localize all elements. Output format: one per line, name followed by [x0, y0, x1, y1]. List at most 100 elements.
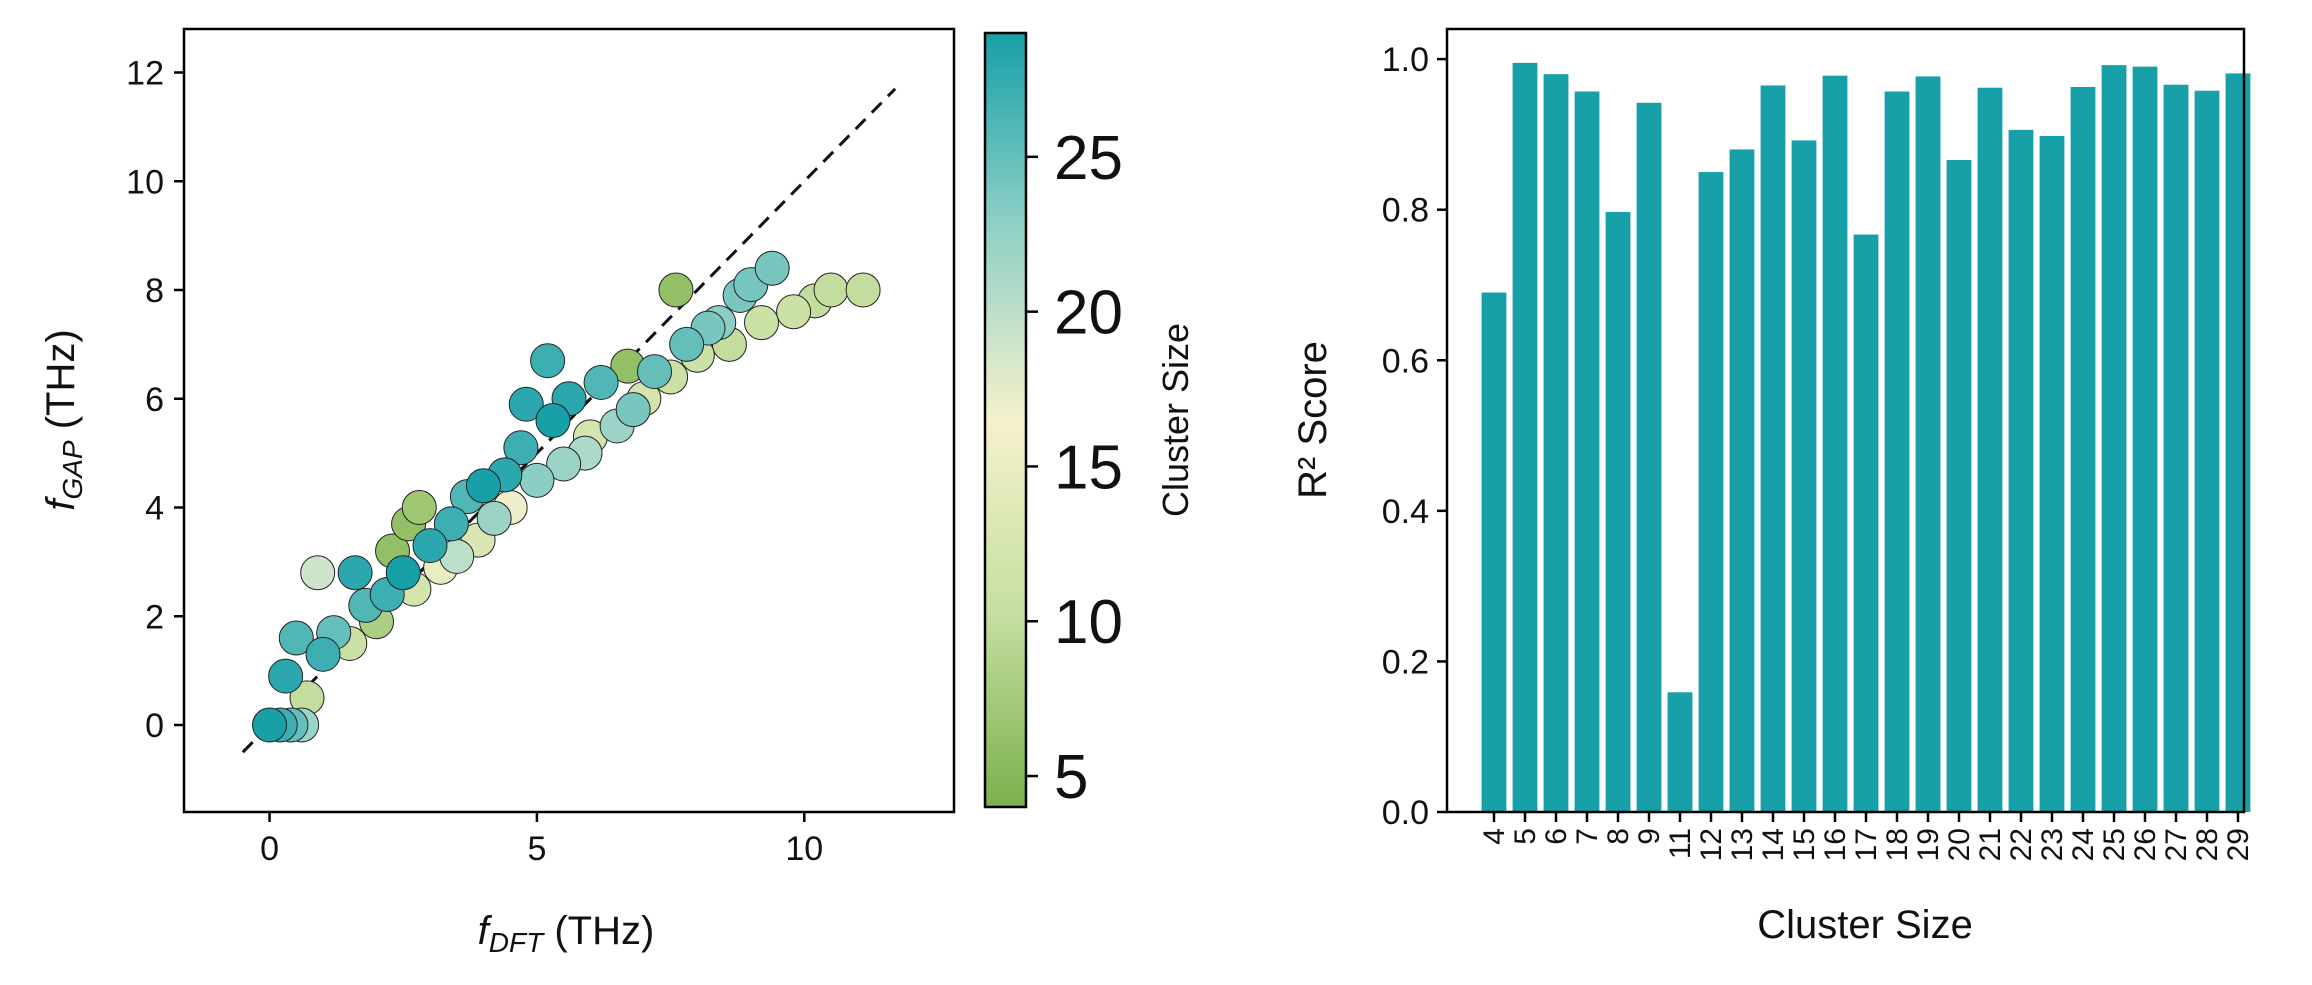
scatter-y-ticks: 0 2 4 6 8 10 12 — [126, 55, 184, 745]
scatter-point — [845, 272, 881, 308]
bar — [1760, 85, 1786, 812]
scatter-x-ticks: 0 5 10 — [260, 812, 823, 868]
bar — [1574, 91, 1600, 812]
scatter-y-tick-label: 6 — [145, 381, 164, 419]
bar — [1791, 140, 1817, 812]
colorbar-tick-label: 20 — [1054, 279, 1123, 348]
scatter-point — [268, 658, 304, 694]
colorbar-tick-label: 15 — [1054, 433, 1123, 502]
bar-x-tick-label: 25 — [2098, 828, 2131, 861]
scatter-point — [508, 386, 544, 422]
bar-x-tick-label: 12 — [1695, 828, 1728, 861]
bar-x-tick-label: 14 — [1757, 828, 1790, 861]
bars — [1481, 62, 2251, 813]
bar-x-tick-label: 7 — [1571, 828, 1604, 845]
bar — [1636, 102, 1662, 812]
bar — [1481, 292, 1507, 812]
scatter-point — [300, 555, 336, 591]
scatter-point — [535, 403, 571, 438]
bar — [2132, 66, 2158, 813]
bar-x-tick-label: 22 — [2005, 828, 2038, 861]
bar-x-tick-label: 26 — [2129, 828, 2162, 861]
scatter-y-tick-label: 2 — [145, 598, 164, 636]
scatter-point — [546, 446, 582, 482]
scatter-point — [252, 707, 288, 743]
bar-axes-frame — [1445, 27, 2246, 814]
bar-x-tick-label: 18 — [1881, 828, 1914, 861]
colorbar-gradient — [985, 33, 1026, 807]
scatter-y-tick-label: 10 — [126, 163, 164, 201]
colorbar-frame — [983, 31, 1028, 809]
bar-x-tick-label: 21 — [1974, 828, 2007, 861]
bar-x-ticks: 4567891112131415161718192021222324252627… — [1478, 812, 2255, 861]
bar — [2039, 135, 2065, 813]
bar-y-axis-label: R² Score — [1291, 341, 1335, 499]
scatter-point — [465, 468, 501, 504]
bar-chart: 0.00.20.40.60.81.0 456789111213141516171… — [1291, 27, 2255, 947]
scatter-point — [530, 343, 566, 379]
scatter-x-axis-label: fDFT (THz) — [478, 909, 655, 958]
bar-x-tick-label: 17 — [1850, 828, 1883, 861]
scatter-axes-frame — [182, 27, 956, 814]
bar — [1698, 172, 1724, 812]
bar-y-tick-label: 0.0 — [1382, 794, 1429, 832]
scatter-y-tick-label: 8 — [145, 272, 164, 310]
colorbar-tick-label: 10 — [1054, 588, 1123, 657]
bar-x-axis-label: Cluster Size — [1757, 903, 1973, 947]
scatter-point — [412, 528, 448, 564]
scatter-x-tick-label: 0 — [260, 830, 279, 868]
scatter-x-tick-label: 10 — [785, 830, 823, 868]
bar-x-tick-label: 19 — [1912, 828, 1945, 861]
scatter-point — [776, 294, 812, 330]
scatter-point — [754, 250, 790, 286]
bar-x-tick-label: 16 — [1819, 828, 1852, 861]
scatter-point — [337, 555, 373, 591]
colorbar: 5 10 15 20 25 Cluster Size — [983, 31, 1196, 812]
scatter-point — [615, 392, 651, 428]
bar-x-tick-label: 28 — [2191, 828, 2224, 861]
bar-x-tick-label: 23 — [2036, 828, 2069, 861]
bar — [2070, 86, 2096, 813]
bar — [1667, 692, 1693, 812]
scatter-point — [744, 305, 779, 341]
scatter-y-axis-label: fGAP (THz) — [39, 329, 88, 510]
scatter-y-tick-label: 12 — [126, 55, 164, 93]
bar-x-tick-label: 20 — [1943, 828, 1976, 861]
bar — [1605, 211, 1631, 813]
bar — [1946, 160, 1972, 812]
bar — [1822, 75, 1848, 813]
scatter-x-tick-label: 5 — [527, 830, 546, 868]
colorbar-tick-label: 25 — [1054, 124, 1123, 193]
bar-x-tick-label: 11 — [1664, 828, 1697, 859]
bar-y-ticks: 0.0 0.2 0.4 0.6 0.8 1.0 — [1382, 41, 1447, 832]
scatter-point — [519, 462, 555, 498]
bar — [2225, 73, 2251, 813]
bar-x-tick-label: 24 — [2067, 828, 2100, 861]
scatter-y-tick-label: 4 — [145, 490, 164, 528]
bar — [1543, 74, 1569, 812]
bar — [1915, 76, 1941, 812]
scatter-point — [476, 500, 512, 536]
bar-x-tick-label: 9 — [1633, 828, 1666, 845]
colorbar-label: Cluster Size — [1155, 323, 1196, 517]
bar-x-tick-label: 6 — [1540, 828, 1573, 845]
scatter-point — [813, 272, 849, 308]
bar-y-tick-label: 0.2 — [1382, 643, 1429, 681]
bar — [2008, 129, 2034, 812]
scatter-point — [669, 326, 705, 362]
scatter-plot: 0 5 10 0 2 4 6 8 10 12 fDFT (THz) fGAP (THz) — [39, 27, 956, 958]
bar-x-tick-label: 4 — [1478, 828, 1511, 845]
bar-x-tick-label: 29 — [2222, 828, 2255, 861]
scatter-point — [433, 506, 469, 542]
bar — [1977, 87, 2003, 813]
bar — [1729, 149, 1755, 812]
bar — [1884, 91, 1910, 812]
bar — [2101, 65, 2127, 813]
scatter-point — [401, 490, 437, 525]
scatter-points — [252, 250, 881, 743]
bar — [1853, 234, 1879, 813]
bar — [2194, 90, 2220, 812]
bar-y-tick-label: 1.0 — [1382, 41, 1429, 79]
bar-x-tick-label: 13 — [1726, 828, 1759, 861]
